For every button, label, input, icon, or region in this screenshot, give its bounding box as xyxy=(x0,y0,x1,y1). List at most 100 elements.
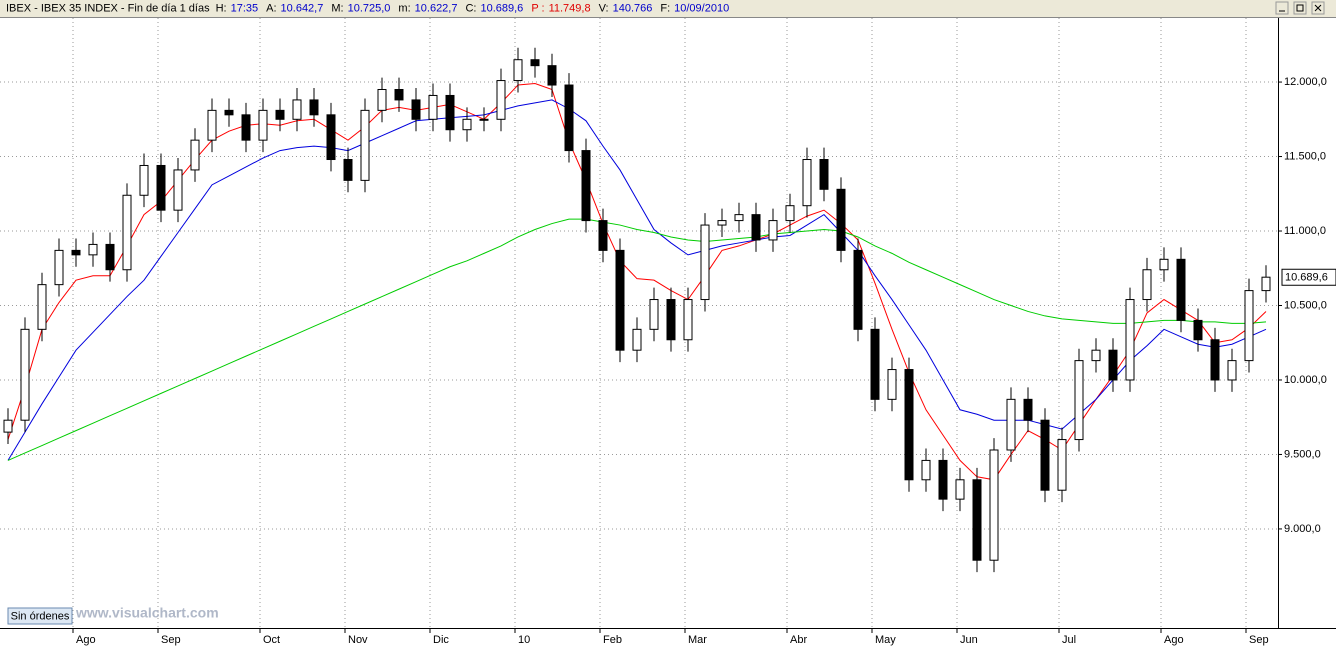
candle-body xyxy=(479,118,489,121)
axes: 9.000,0 9.500,0 10.000,0 10.500,0 11.000,0 11… xyxy=(72,76,1336,646)
candle-body xyxy=(1210,339,1220,381)
candle-body xyxy=(938,459,948,500)
candle-body xyxy=(1023,398,1033,421)
x-tick-label: Nov xyxy=(348,634,368,646)
candle-body xyxy=(1108,349,1118,381)
candle-body xyxy=(173,169,183,211)
info-value: 17:35 xyxy=(231,2,259,14)
candle-body xyxy=(496,80,506,120)
info-value: 11.749,8 xyxy=(549,2,591,14)
candle-body xyxy=(1227,360,1237,381)
window-buttons[interactable] xyxy=(1275,1,1325,15)
candle-body xyxy=(802,159,812,207)
grid xyxy=(0,18,1278,628)
chart-title: IBEX - IBEX 35 INDEX - Fin de día 1 días xyxy=(6,2,210,14)
maximize-button[interactable] xyxy=(1293,1,1307,15)
y-tick-label: 9.000,0 xyxy=(1284,523,1321,535)
moving-average-line xyxy=(7,99,1267,461)
candle-body xyxy=(54,249,64,286)
candle-body xyxy=(258,109,268,141)
candle-body xyxy=(377,89,387,111)
candle-body xyxy=(683,299,693,341)
moving-average-line xyxy=(7,218,1267,461)
minimize-button[interactable] xyxy=(1275,1,1289,15)
x-tick-label: Sep xyxy=(1249,634,1269,646)
y-tick-label: 10.500,0 xyxy=(1284,299,1327,311)
info-value: 10.642,7 xyxy=(281,2,324,14)
x-tick-label: Jun xyxy=(960,634,978,646)
candle-body xyxy=(224,109,234,116)
candle-body xyxy=(275,109,285,120)
info-label: H: xyxy=(216,2,227,14)
candle-body xyxy=(904,369,914,481)
candle-body xyxy=(989,449,999,561)
y-tick-label: 11.000,0 xyxy=(1284,225,1326,237)
candle-body xyxy=(37,284,47,330)
status-button[interactable] xyxy=(7,607,73,625)
x-tick-label: May xyxy=(875,634,896,646)
x-tick-label: Mar xyxy=(688,634,707,646)
candle-body xyxy=(513,59,523,82)
candle-body xyxy=(1159,258,1169,271)
candle-body xyxy=(768,220,778,241)
y-tick-label: 11.500,0 xyxy=(1284,150,1326,162)
info-value: 140.766 xyxy=(613,2,653,14)
candle-body xyxy=(156,164,166,211)
candle-body xyxy=(632,328,642,351)
info-value: 10/09/2010 xyxy=(674,2,729,14)
candle-body xyxy=(139,164,149,196)
info-label: m: xyxy=(398,2,410,14)
candle-body xyxy=(428,94,438,120)
candle-body xyxy=(1176,258,1186,321)
last-price-box xyxy=(1281,268,1336,286)
info-value: 10.622,7 xyxy=(415,2,458,14)
x-tick-label: Oct xyxy=(263,634,280,646)
info-value: 10.725,0 xyxy=(348,2,391,14)
candle-body xyxy=(411,99,421,120)
candle-body xyxy=(700,224,710,301)
candle-body xyxy=(105,243,115,271)
candle-body xyxy=(1125,299,1135,381)
candle-body xyxy=(734,214,744,222)
candle-body xyxy=(870,328,880,400)
candle-body xyxy=(190,139,200,171)
x-tick-label: Feb xyxy=(603,634,622,646)
candle-body xyxy=(836,188,846,251)
candle-body xyxy=(921,459,931,481)
y-tick-label: 10.000,0 xyxy=(1284,374,1327,386)
candle-body xyxy=(326,114,336,161)
candle-body xyxy=(581,150,591,222)
candle-body xyxy=(360,109,370,181)
candle-body xyxy=(717,220,727,226)
top-bar xyxy=(0,0,1336,17)
x-tick-label: Dic xyxy=(433,634,449,646)
moving-averages xyxy=(7,83,1267,481)
info-value: 10.689,6 xyxy=(480,2,523,14)
candle-body xyxy=(292,99,302,120)
candle-body xyxy=(785,205,795,222)
y-tick-label: 9.500,0 xyxy=(1284,448,1321,460)
candle-body xyxy=(343,159,353,181)
candle-body xyxy=(122,194,132,271)
candle-body xyxy=(887,369,897,400)
candle-body xyxy=(598,220,608,251)
candle-body xyxy=(853,249,863,330)
candle-body xyxy=(819,159,829,190)
x-tick-label: Jul xyxy=(1062,634,1076,646)
last-price-label: 10.689,6 xyxy=(1285,272,1328,284)
x-tick-label: Sep xyxy=(161,634,181,646)
info-label: F: xyxy=(660,2,670,14)
candle-body xyxy=(394,89,404,101)
candle-body xyxy=(1091,349,1101,362)
candle-body xyxy=(207,109,217,141)
candle-body xyxy=(1142,269,1152,301)
info-label: A: xyxy=(266,2,276,14)
status-button-label[interactable]: Sin órdenes xyxy=(11,610,70,622)
candle-body xyxy=(751,214,761,241)
info-label: M: xyxy=(331,2,343,14)
candle-body xyxy=(955,479,965,500)
watermark: www.visualchart.com xyxy=(75,605,219,621)
candles xyxy=(3,47,1271,573)
